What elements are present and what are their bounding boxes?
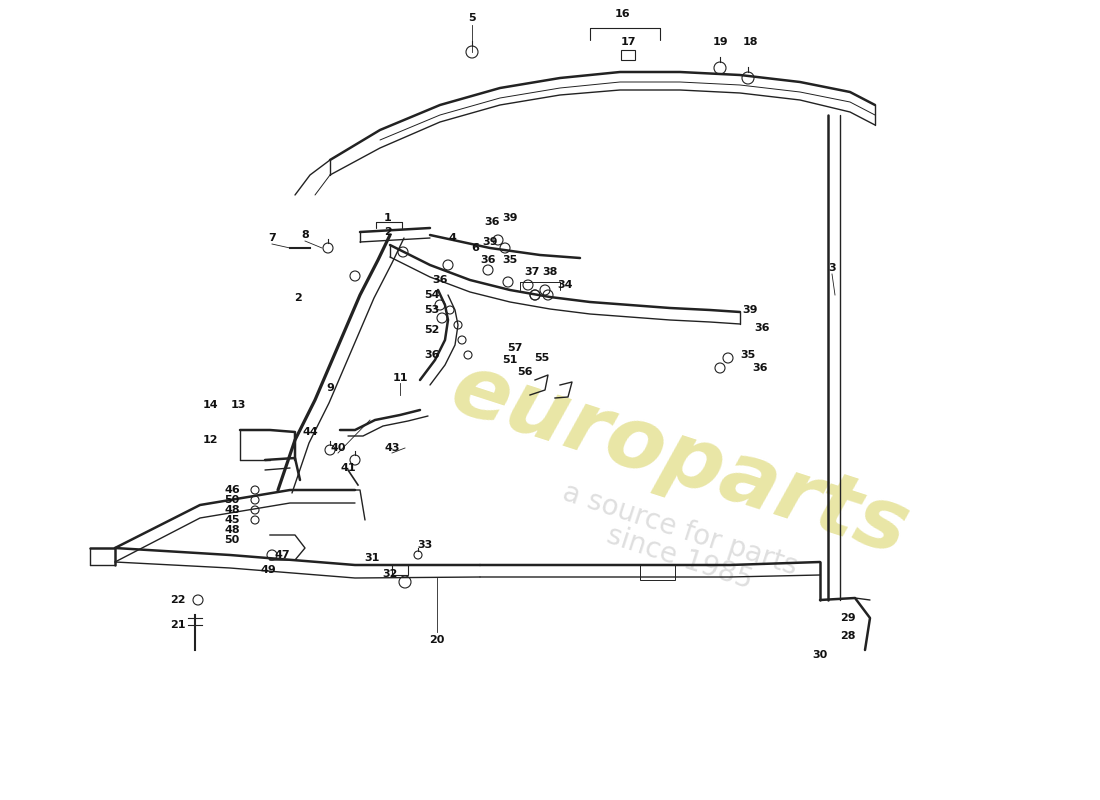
Text: 9: 9 xyxy=(326,383,334,393)
Text: 34: 34 xyxy=(558,280,573,290)
Text: 7: 7 xyxy=(268,233,276,243)
Text: 52: 52 xyxy=(425,325,440,335)
Text: 36: 36 xyxy=(481,255,496,265)
Text: 39: 39 xyxy=(503,213,518,223)
Text: 13: 13 xyxy=(230,400,245,410)
Text: 17: 17 xyxy=(620,37,636,47)
Text: 48: 48 xyxy=(224,505,240,515)
Text: 49: 49 xyxy=(260,565,276,575)
Text: 33: 33 xyxy=(417,540,432,550)
Text: 8: 8 xyxy=(301,230,309,240)
Text: 56: 56 xyxy=(517,367,532,377)
Text: 54: 54 xyxy=(425,290,440,300)
Text: 6: 6 xyxy=(471,243,478,253)
Text: 3: 3 xyxy=(828,263,836,273)
Text: 47: 47 xyxy=(274,550,289,560)
Text: 38: 38 xyxy=(542,267,558,277)
Text: 36: 36 xyxy=(484,217,499,227)
Text: 1: 1 xyxy=(384,213,392,223)
Text: 37: 37 xyxy=(525,267,540,277)
Text: 28: 28 xyxy=(840,631,856,641)
Text: europarts: europarts xyxy=(441,347,920,573)
Text: 45: 45 xyxy=(224,515,240,525)
Text: 36: 36 xyxy=(432,275,448,285)
Text: 30: 30 xyxy=(813,650,827,660)
Text: 20: 20 xyxy=(429,635,444,645)
Text: since 1985: since 1985 xyxy=(604,522,757,594)
Text: 35: 35 xyxy=(740,350,756,360)
Text: 48: 48 xyxy=(224,525,240,535)
Text: 21: 21 xyxy=(170,620,186,630)
Text: 36: 36 xyxy=(755,323,770,333)
Bar xyxy=(392,565,408,575)
Bar xyxy=(640,565,675,580)
Text: 35: 35 xyxy=(503,255,518,265)
Text: 16: 16 xyxy=(614,9,630,19)
Text: 44: 44 xyxy=(302,427,318,437)
Text: 31: 31 xyxy=(364,553,380,563)
Text: 39: 39 xyxy=(482,237,497,247)
Text: 50: 50 xyxy=(224,495,240,505)
Text: 57: 57 xyxy=(507,343,522,353)
Text: 40: 40 xyxy=(330,443,345,453)
Text: 41: 41 xyxy=(340,463,355,473)
Text: 53: 53 xyxy=(425,305,440,315)
Text: 50: 50 xyxy=(224,535,240,545)
Text: a source for parts: a source for parts xyxy=(559,478,801,582)
Text: 11: 11 xyxy=(393,373,408,383)
Text: 36: 36 xyxy=(752,363,768,373)
Text: 39: 39 xyxy=(742,305,758,315)
Text: 32: 32 xyxy=(383,569,398,579)
Bar xyxy=(621,50,635,60)
Text: 55: 55 xyxy=(535,353,550,363)
Text: 29: 29 xyxy=(840,613,856,623)
Text: 14: 14 xyxy=(202,400,218,410)
Text: 2: 2 xyxy=(384,227,392,237)
Text: 22: 22 xyxy=(170,595,186,605)
Text: 19: 19 xyxy=(712,37,728,47)
Text: 4: 4 xyxy=(448,233,455,243)
Text: 12: 12 xyxy=(202,435,218,445)
Text: 43: 43 xyxy=(384,443,399,453)
Text: 18: 18 xyxy=(742,37,758,47)
Text: 5: 5 xyxy=(469,13,476,23)
Text: 2: 2 xyxy=(294,293,301,303)
Text: 36: 36 xyxy=(425,350,440,360)
Text: 46: 46 xyxy=(224,485,240,495)
Text: 51: 51 xyxy=(503,355,518,365)
